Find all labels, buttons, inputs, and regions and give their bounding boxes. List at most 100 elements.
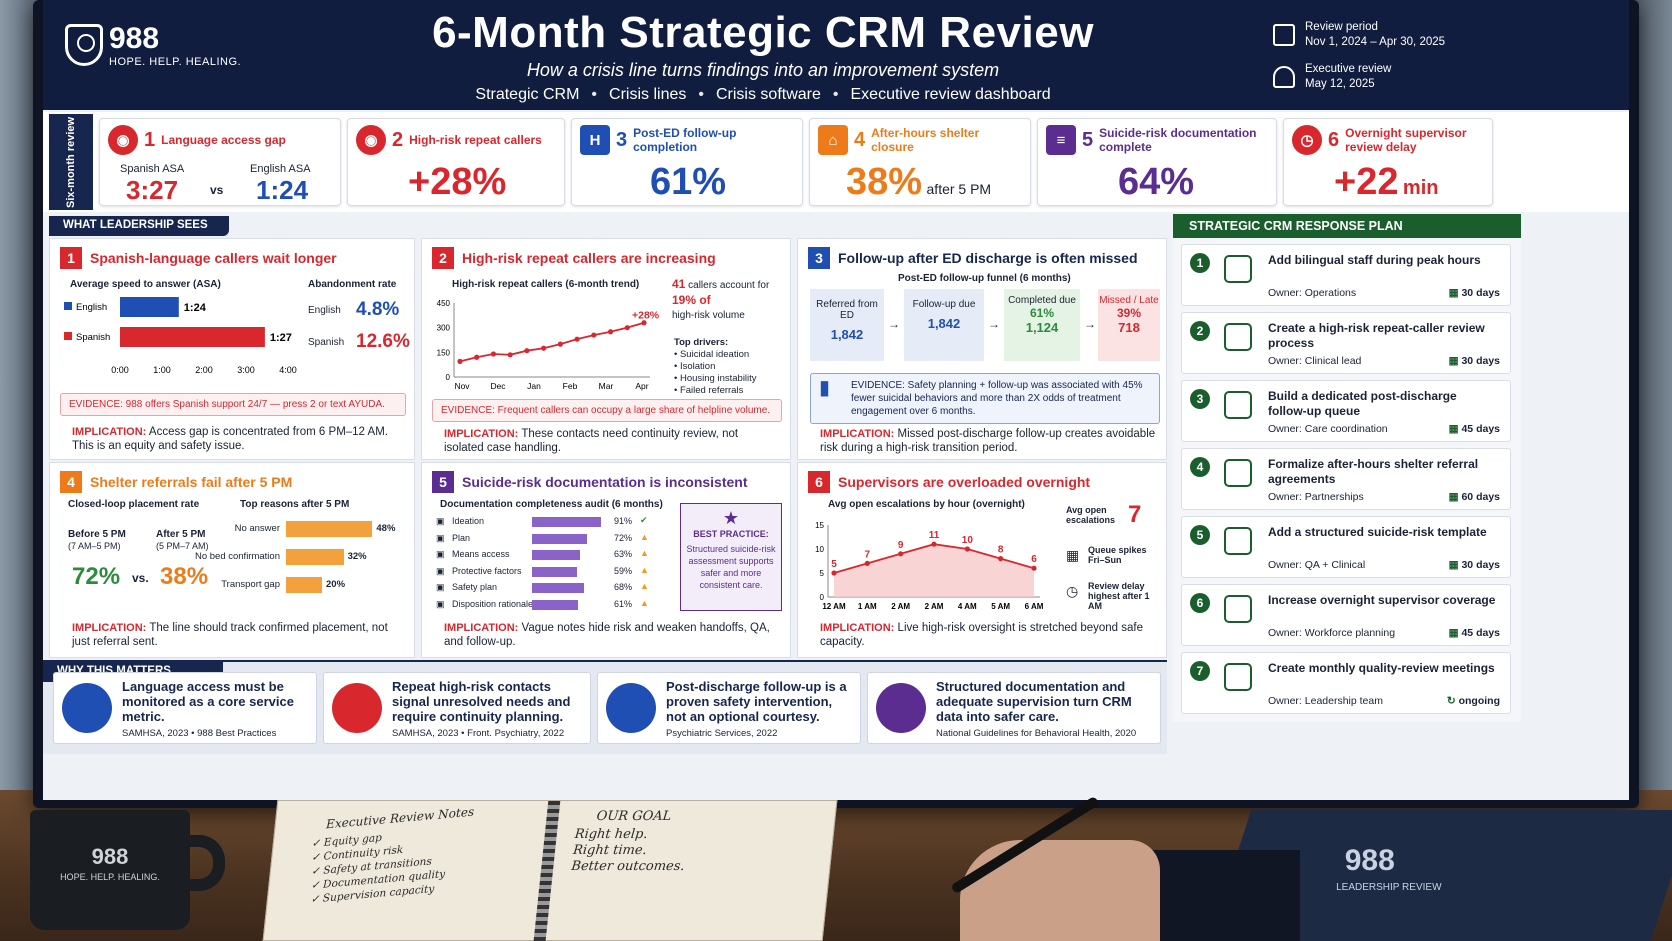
after-label: After 5 PM bbox=[156, 529, 206, 540]
plan-due-text: 30 days bbox=[1461, 287, 1500, 299]
implication: IMPLICATION: Vague notes hide risk and w… bbox=[444, 621, 784, 649]
folder-tagline: LEADERSHIP REVIEW bbox=[1336, 882, 1442, 893]
abandonment-label: Spanish bbox=[308, 337, 345, 348]
panel-title: Spanish-language callers wait longer bbox=[90, 250, 337, 266]
kpi-value: +28% bbox=[408, 161, 507, 203]
panel-number: 1 bbox=[60, 247, 82, 269]
panel-number: 5 bbox=[432, 471, 454, 493]
abandonment-label: English bbox=[308, 305, 341, 316]
plan-item[interactable]: 6 Increase overnight supervisor coverage O… bbox=[1181, 584, 1511, 646]
reason-bar bbox=[286, 549, 344, 565]
callout-text: high-risk volume bbox=[672, 310, 745, 321]
implication-label: IMPLICATION: bbox=[820, 428, 895, 440]
data-point bbox=[998, 556, 1004, 562]
data-label: 5 bbox=[831, 559, 837, 570]
bullet-separator: • bbox=[832, 86, 839, 103]
tag: Crisis lines bbox=[609, 86, 687, 103]
kpi-card-documentation[interactable]: ≡ 5 Suicide-risk documentation complete 64… bbox=[1037, 118, 1277, 206]
driver-text: Isolation bbox=[679, 361, 716, 372]
funnel-step-value: 1,842 bbox=[927, 316, 961, 331]
plan-title-text: Add bilingual staff during peak hours bbox=[1268, 253, 1481, 267]
series-line bbox=[459, 321, 645, 363]
brand-logo[interactable]: 988 HOPE. HELP. HEALING. bbox=[65, 24, 241, 68]
drivers-title: Top drivers: bbox=[674, 337, 729, 348]
best-practice-text: Structured suicide-risk assessment suppo… bbox=[686, 544, 776, 590]
why-card[interactable]: Repeat high-risk contacts signal unresol… bbox=[323, 672, 591, 744]
avg-escalations-value: 7 bbox=[1128, 501, 1142, 528]
kpi-card-post-ed[interactable]: H 3 Post-ED follow-up completion 61% bbox=[571, 118, 803, 206]
plan-item[interactable]: 7 Create monthly quality-review meetings O… bbox=[1181, 652, 1511, 714]
executive-review: Executive review May 12, 2025 bbox=[1273, 62, 1391, 92]
chart-title: Avg open escalations by hour (overnight) bbox=[828, 499, 1025, 510]
reason-value: 32% bbox=[347, 551, 367, 562]
panel-title: Supervisors are overloaded overnight bbox=[838, 474, 1091, 490]
escalations-area-chart: 0 5 10 15 5 12 AM 7 1 AM 9 2 AM 11 2 AM 10 4 AM 8 5 AM 6… bbox=[815, 521, 1044, 611]
evidence-callout: EVIDENCE: Frequent callers can occupy a … bbox=[432, 399, 782, 422]
data-label: 10 bbox=[962, 535, 974, 546]
panel-post-ed: 3 Follow-up after ED discharge is often m… bbox=[797, 238, 1167, 460]
kpi-card-repeat-callers[interactable]: ◉ 2 High-risk repeat callers +28% bbox=[347, 118, 565, 206]
kpi-number: 5 bbox=[1082, 128, 1094, 151]
calendar-icon: ▦ bbox=[1448, 491, 1462, 503]
plan-owner: Owner: QA + Clinical bbox=[1268, 559, 1366, 571]
coffee-mug: 988 HOPE. HELP. HEALING. bbox=[30, 810, 190, 930]
implication-text: Live high-risk oversight is stretched be… bbox=[820, 622, 1144, 648]
data-label: 6 bbox=[1031, 554, 1037, 565]
people-group-icon: ◉ bbox=[356, 125, 386, 155]
audit-bar bbox=[532, 517, 602, 527]
audit-icon: ▣ bbox=[436, 582, 445, 592]
x-tick-label: 1 AM bbox=[858, 602, 877, 611]
why-card[interactable]: Language access must be monitored as a c… bbox=[53, 672, 317, 744]
folder-number: 988 bbox=[1344, 844, 1395, 877]
plan-number: 5 bbox=[1190, 525, 1210, 545]
x-tick-label: 1:00 bbox=[153, 365, 171, 375]
hospital-icon: H bbox=[580, 125, 610, 155]
plan-item[interactable]: 4 Formalize after-hours shelter referral … bbox=[1181, 448, 1511, 510]
kpi-card-supervisor-delay[interactable]: ◷ 6 Overnight supervisor review delay +22 … bbox=[1283, 118, 1493, 206]
why-card[interactable]: Post-discharge follow-up is a proven saf… bbox=[597, 672, 861, 744]
plan-item[interactable]: 3 Build a dedicated post-discharge follow… bbox=[1181, 380, 1511, 442]
panel-language: 1 Spanish-language callers wait longer Av… bbox=[49, 238, 415, 460]
abandonment-value: 12.6% bbox=[356, 331, 410, 352]
x-tick-label: 5 AM bbox=[991, 602, 1010, 611]
y-tick-label: 10 bbox=[815, 545, 824, 554]
why-source: Psychiatric Services, 2022 bbox=[666, 728, 778, 739]
plan-item[interactable]: 1 Add bilingual staff during peak hours Ow… bbox=[1181, 244, 1511, 306]
driver-item: • Failed referrals bbox=[674, 385, 744, 396]
dashboard-screen: 988 HOPE. HELP. HEALING. 6-Month Strateg… bbox=[43, 0, 1629, 800]
implication: IMPLICATION: Access gap is concentrated … bbox=[72, 425, 402, 453]
warning-icon: ▲ bbox=[640, 564, 649, 575]
abandonment-value: 4.8% bbox=[356, 299, 400, 320]
kpi-label: After-hours shelter closure bbox=[871, 126, 980, 154]
kpi-suffix: min bbox=[1402, 177, 1439, 199]
reason-label: No bed confirmation bbox=[194, 551, 280, 562]
funnel-step-label: Follow-up due bbox=[912, 299, 976, 310]
why-card[interactable]: Structured documentation and adequate su… bbox=[867, 672, 1161, 744]
plan-due-text: ongoing bbox=[1458, 695, 1500, 707]
implication-text: These contacts need continuity review, n… bbox=[444, 428, 739, 454]
x-tick-label: 4 AM bbox=[958, 602, 977, 611]
kpi-number: 2 bbox=[392, 128, 404, 151]
drivers-list: Top drivers: • Suicidal ideation • Isola… bbox=[674, 337, 757, 397]
audit-bar bbox=[532, 550, 580, 560]
plan-item[interactable]: 5 Add a structured suicide-risk template O… bbox=[1181, 516, 1511, 578]
x-tick-label: 4:00 bbox=[279, 365, 297, 375]
kpi-card-language-gap[interactable]: ◉ 1 Language access gap Spanish ASA 3:27 v… bbox=[99, 118, 341, 206]
kpi-a-value: 3:27 bbox=[126, 175, 179, 205]
plan-title: STRATEGIC CRM RESPONSE PLAN bbox=[1173, 214, 1521, 238]
panel-title: High-risk repeat callers are increasing bbox=[462, 250, 716, 266]
kpi-card-shelter[interactable]: ⌂ 4 After-hours shelter closure 38% after … bbox=[809, 118, 1031, 206]
why-text: Repeat high-risk contacts signal unresol… bbox=[392, 679, 571, 724]
audit-row: ▣ Safety plan 68% ▲ bbox=[436, 581, 676, 595]
tag: Executive review dashboard bbox=[850, 86, 1051, 103]
data-point bbox=[591, 332, 597, 338]
reason-label: Transport gap bbox=[221, 579, 280, 590]
plan-due-text: 45 days bbox=[1461, 423, 1500, 435]
plan-item[interactable]: 2 Create a high-risk repeat-caller review… bbox=[1181, 312, 1511, 374]
plan-due: ▦ 30 days bbox=[1449, 355, 1500, 367]
exec-review-label: Executive review bbox=[1305, 63, 1392, 75]
review-period: Review period Nov 1, 2024 – Apr 30, 2025 bbox=[1273, 20, 1445, 50]
kpi-label: Language access gap bbox=[161, 133, 286, 147]
kpi-number: 6 bbox=[1328, 128, 1340, 151]
x-tick-label: Feb bbox=[563, 381, 578, 391]
